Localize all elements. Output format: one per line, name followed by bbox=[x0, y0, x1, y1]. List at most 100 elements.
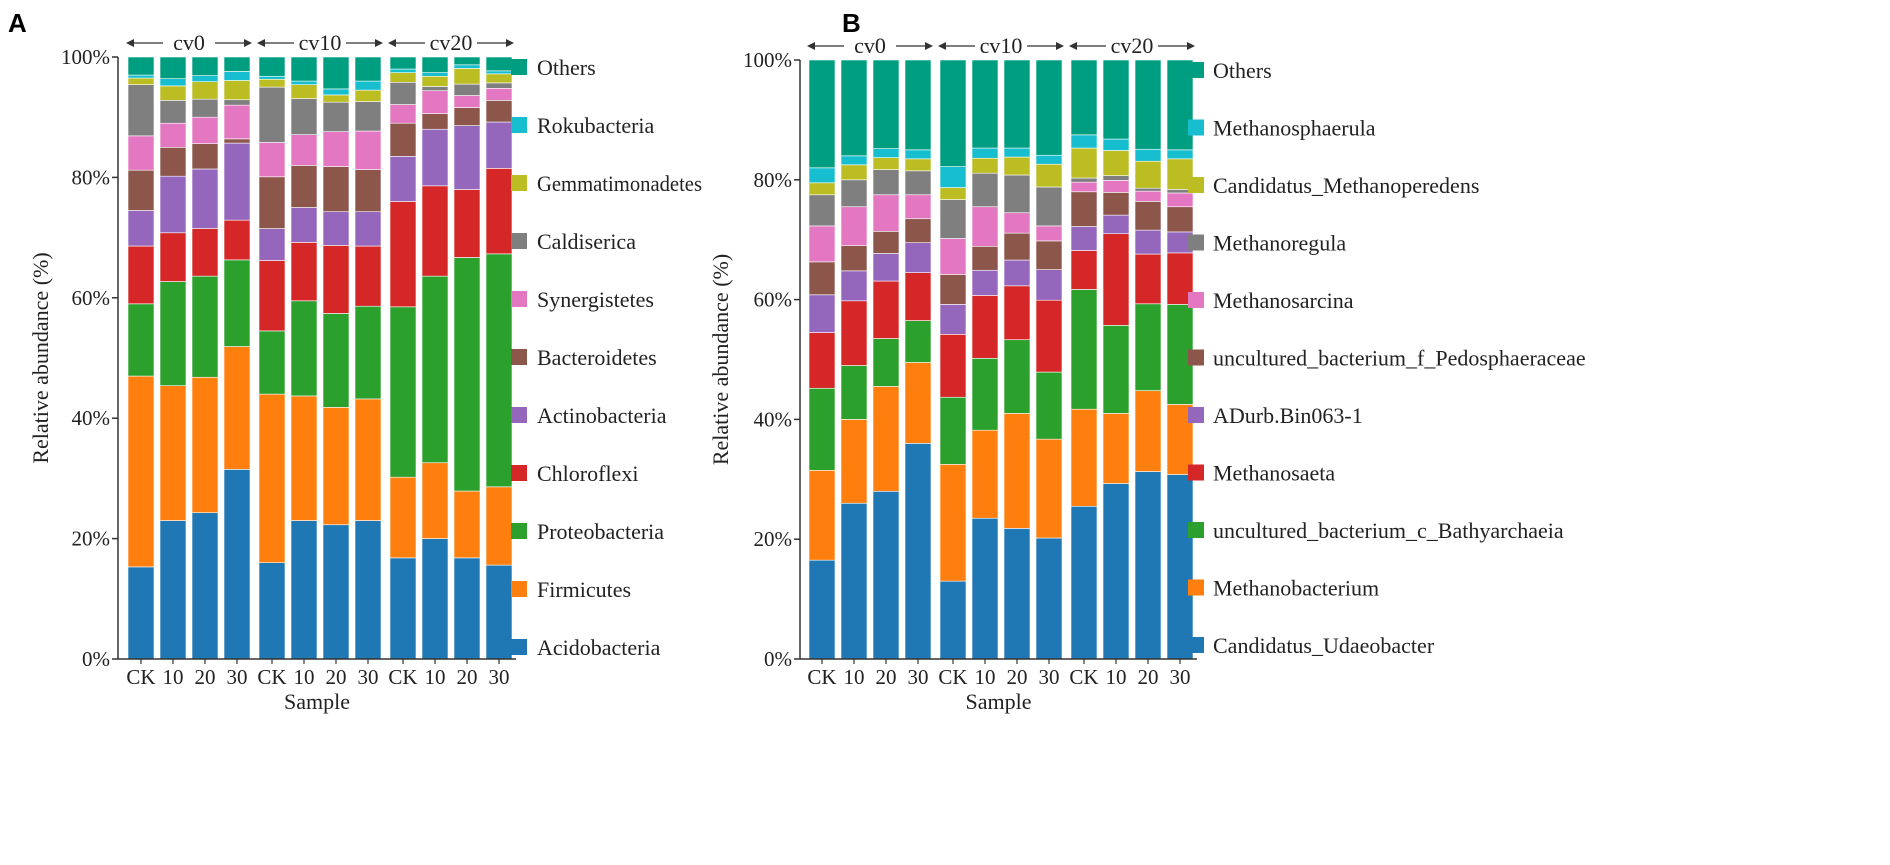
bar-segment-0-10-10 bbox=[453, 56, 481, 66]
bar-segment-1-8-9 bbox=[1070, 134, 1098, 149]
bar-segment-1-4-7 bbox=[939, 199, 967, 239]
x-tick-label: 10 bbox=[425, 665, 446, 689]
bar-segment-0-7-9 bbox=[354, 80, 382, 91]
bar-segment-0-3-3 bbox=[223, 219, 251, 261]
bar-segment-0-6-10 bbox=[322, 56, 350, 90]
bar-segment-0-1-8 bbox=[159, 85, 187, 101]
x-tick-label: 30 bbox=[1039, 665, 1060, 689]
bar-segment-0-1-4 bbox=[159, 175, 187, 234]
bar-segment-0-5-4 bbox=[290, 207, 318, 243]
bar-segment-1-4-6 bbox=[939, 238, 967, 275]
x-tick-label: CK bbox=[126, 665, 155, 689]
bar-segment-1-9-4 bbox=[1102, 214, 1130, 235]
bar-segment-1-7-0 bbox=[1035, 537, 1063, 660]
bar-segment-1-1-3 bbox=[840, 300, 868, 366]
legend-swatch-6 bbox=[511, 291, 527, 307]
bar-segment-0-2-7 bbox=[191, 98, 219, 118]
legend-entry-5: uncultured_bacterium_f_Pedosphaeraceae bbox=[1213, 346, 1586, 371]
group-arrow-right-head bbox=[506, 39, 514, 47]
bar-segment-1-9-6 bbox=[1102, 180, 1130, 193]
bar-segment-1-1-6 bbox=[840, 206, 868, 246]
bar-segment-0-6-5 bbox=[322, 166, 350, 213]
legend-swatch-2 bbox=[1188, 522, 1204, 538]
bar-segment-1-0-6 bbox=[808, 225, 836, 263]
bar-segment-1-6-4 bbox=[1003, 259, 1031, 287]
bar-segment-0-1-3 bbox=[159, 232, 187, 282]
x-tick-label: 20 bbox=[1138, 665, 1159, 689]
bar-segment-0-4-3 bbox=[258, 260, 286, 332]
bar-segment-0-10-1 bbox=[453, 490, 481, 559]
legend-entry-4: Actinobacteria bbox=[537, 403, 667, 428]
legend-entry-8: Candidatus_Methanoperedens bbox=[1213, 173, 1479, 198]
bar-segment-0-7-1 bbox=[354, 398, 382, 521]
bar-segment-0-5-7 bbox=[290, 98, 318, 135]
bar-segment-0-6-7 bbox=[322, 101, 350, 132]
bar-segment-0-4-2 bbox=[258, 330, 286, 395]
bar-segment-0-1-1 bbox=[159, 385, 187, 521]
y-tick-label: 20% bbox=[72, 527, 111, 551]
bar-segment-1-3-8 bbox=[904, 158, 932, 172]
y-tick-label: 0% bbox=[764, 647, 792, 671]
legend-swatch-9 bbox=[511, 117, 527, 133]
bar-segment-0-9-10 bbox=[421, 56, 449, 73]
y-tick-label: 40% bbox=[754, 407, 793, 431]
bar-segment-1-0-8 bbox=[808, 182, 836, 196]
bar-segment-1-8-3 bbox=[1070, 250, 1098, 290]
bar-segment-0-8-1 bbox=[389, 476, 417, 559]
legend-swatch-5 bbox=[1188, 349, 1204, 366]
y-tick-label: 100% bbox=[743, 48, 792, 72]
bar-segment-0-8-2 bbox=[389, 306, 417, 478]
bar-segment-0-11-8 bbox=[485, 73, 513, 84]
bar-segment-0-4-1 bbox=[258, 393, 286, 563]
bar-segment-1-11-2 bbox=[1166, 304, 1194, 405]
bar-segment-1-10-8 bbox=[1134, 160, 1162, 189]
y-tick-label: 60% bbox=[72, 286, 111, 310]
bar-segment-1-5-6 bbox=[971, 206, 999, 247]
bar-segment-0-6-2 bbox=[322, 313, 350, 408]
bar-segment-1-10-1 bbox=[1134, 390, 1162, 472]
bar-segment-0-8-10 bbox=[389, 56, 417, 70]
bar-segment-1-3-4 bbox=[904, 242, 932, 273]
bar-segment-1-8-4 bbox=[1070, 226, 1098, 251]
bar-segment-0-6-4 bbox=[322, 211, 350, 246]
bar-segment-1-4-8 bbox=[939, 187, 967, 200]
bar-segment-0-10-8 bbox=[453, 68, 481, 85]
bar-segment-0-11-4 bbox=[485, 121, 513, 169]
bar-segment-0-11-9 bbox=[485, 70, 513, 75]
legend-swatch-8 bbox=[511, 175, 527, 191]
bar-segment-1-9-5 bbox=[1102, 192, 1130, 216]
bar-segment-0-8-9 bbox=[389, 68, 417, 73]
group-arrow-left-head bbox=[938, 42, 946, 50]
bar-segment-1-4-3 bbox=[939, 334, 967, 398]
bar-segment-0-10-7 bbox=[453, 83, 481, 96]
bar-segment-1-9-2 bbox=[1102, 325, 1130, 414]
bar-segment-1-7-7 bbox=[1035, 186, 1063, 227]
legend-entry-0: Acidobacteria bbox=[537, 635, 661, 660]
bar-segment-1-2-9 bbox=[872, 148, 900, 158]
bar-segment-0-4-10 bbox=[258, 56, 286, 77]
group-label: cv20 bbox=[1111, 33, 1154, 58]
bar-segment-1-3-5 bbox=[904, 218, 932, 243]
bar-segment-0-10-6 bbox=[453, 95, 481, 108]
bar-segment-0-9-8 bbox=[421, 75, 449, 87]
bar-segment-0-6-3 bbox=[322, 245, 350, 314]
bar-segment-1-4-5 bbox=[939, 274, 967, 305]
bar-segment-0-1-7 bbox=[159, 100, 187, 124]
bar-segment-0-10-9 bbox=[453, 64, 481, 69]
bar-segment-1-8-1 bbox=[1070, 408, 1098, 507]
x-tick-label: CK bbox=[938, 665, 967, 689]
bar-segment-1-11-5 bbox=[1166, 206, 1194, 233]
bar-segment-0-8-5 bbox=[389, 122, 417, 157]
y-tick-label: 80% bbox=[754, 168, 793, 192]
legend-entry-6: Synergistetes bbox=[537, 287, 654, 312]
bar-segment-1-5-8 bbox=[971, 157, 999, 174]
legend-swatch-4 bbox=[1188, 407, 1204, 423]
bar-segment-0-7-5 bbox=[354, 169, 382, 213]
y-tick-label: 20% bbox=[754, 527, 793, 551]
legend-swatch-9 bbox=[1188, 119, 1204, 136]
bar-segment-1-3-9 bbox=[904, 149, 932, 160]
bar-segment-0-8-4 bbox=[389, 156, 417, 202]
bar-segment-1-10-4 bbox=[1134, 229, 1162, 255]
bar-segment-0-7-4 bbox=[354, 211, 382, 247]
group-arrow-left-head bbox=[807, 42, 815, 50]
